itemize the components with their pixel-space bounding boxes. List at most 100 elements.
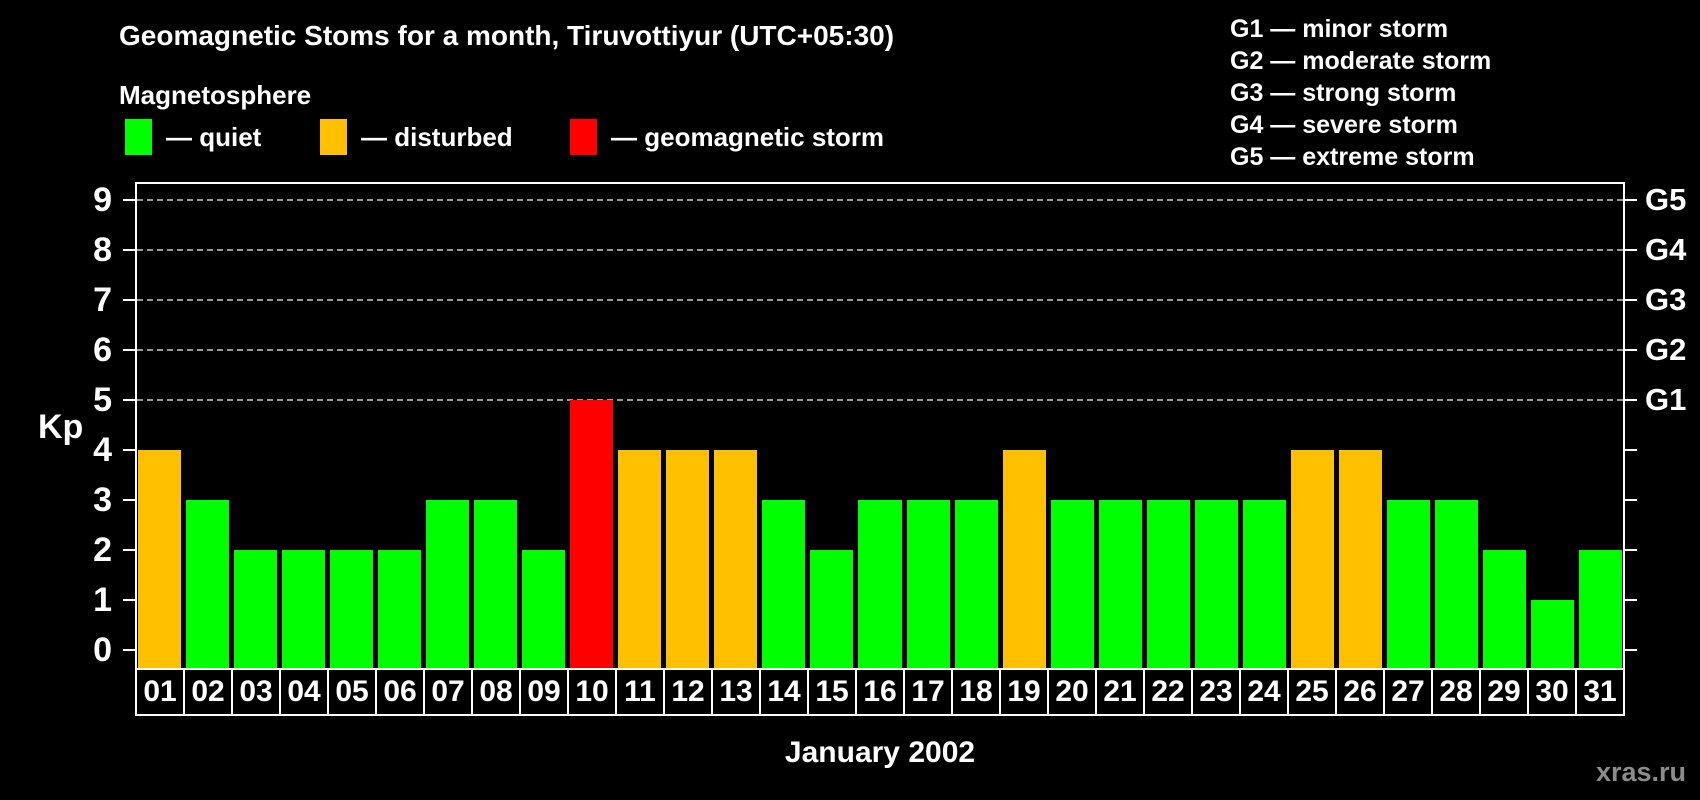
day-label-15: 15 xyxy=(807,668,857,716)
legend-item-disturbed: — disturbed xyxy=(320,118,513,156)
bar-day-27 xyxy=(1387,500,1431,668)
y-tick-left-7 xyxy=(123,299,135,301)
day-label-30: 30 xyxy=(1527,668,1577,716)
y-tick-right-5 xyxy=(1625,399,1637,401)
storm-color-swatch xyxy=(570,119,597,155)
quiet-color-swatch xyxy=(125,119,152,155)
bar-day-11 xyxy=(618,450,662,668)
bar-day-30 xyxy=(1531,600,1575,668)
g-scale-legend-line-g4: G4 — severe storm xyxy=(1230,111,1458,139)
day-label-01: 01 xyxy=(135,668,185,716)
y-tick-label-3: 3 xyxy=(93,481,112,519)
bar-day-03 xyxy=(233,550,277,668)
bar-day-05 xyxy=(329,550,373,668)
day-label-22: 22 xyxy=(1143,668,1193,716)
day-label-20: 20 xyxy=(1047,668,1097,716)
y-tick-right-9 xyxy=(1625,199,1637,201)
g-scale-legend-line-g3: G3 — strong storm xyxy=(1230,79,1457,107)
day-label-16: 16 xyxy=(855,668,905,716)
day-label-12: 12 xyxy=(663,668,713,716)
g-scale-legend-line-g5: G5 — extreme storm xyxy=(1230,143,1475,171)
y-tick-right-4 xyxy=(1625,449,1637,451)
legend-label-quiet: — quiet xyxy=(166,121,262,152)
y-tick-left-9 xyxy=(123,199,135,201)
bar-day-26 xyxy=(1339,450,1383,668)
g-axis-label-g1: G1 xyxy=(1645,382,1687,417)
bar-day-13 xyxy=(714,450,758,668)
y-tick-label-7: 7 xyxy=(93,281,112,319)
bar-day-18 xyxy=(954,500,998,668)
bar-day-22 xyxy=(1146,500,1190,668)
g-scale-legend: G1 — minor storm G2 — moderate storm G3 … xyxy=(1230,13,1491,173)
bar-day-19 xyxy=(1002,450,1046,668)
legend-item-storm: — geomagnetic storm xyxy=(570,118,884,156)
y-tick-left-4 xyxy=(123,449,135,451)
day-label-14: 14 xyxy=(759,668,809,716)
bar-day-31 xyxy=(1579,550,1623,668)
legend-label-disturbed: — disturbed xyxy=(361,121,513,152)
plot-border-top xyxy=(135,182,1625,184)
day-label-29: 29 xyxy=(1479,668,1529,716)
y-tick-right-7 xyxy=(1625,299,1637,301)
day-label-05: 05 xyxy=(327,668,377,716)
bar-day-14 xyxy=(762,500,806,668)
legend-label-storm: — geomagnetic storm xyxy=(611,121,885,152)
y-tick-right-2 xyxy=(1625,549,1637,551)
chart-title: Geomagnetic Stoms for a month, Tiruvotti… xyxy=(119,20,895,51)
x-axis-day-labels: 01 02 03 04 05 06 07 08 09 10 11 12 13 14 15 16 17 18 19 20… xyxy=(135,668,1625,716)
bar-day-25 xyxy=(1291,450,1335,668)
bar-day-16 xyxy=(858,500,902,668)
g-axis-label-g4: G4 xyxy=(1645,232,1687,267)
bar-day-08 xyxy=(473,500,517,668)
bar-day-10 xyxy=(570,400,614,668)
day-label-04: 04 xyxy=(279,668,329,716)
x-axis-title: January 2002 xyxy=(784,736,976,769)
day-label-07: 07 xyxy=(423,668,473,716)
bar-day-20 xyxy=(1050,500,1094,668)
plot-area xyxy=(135,182,1625,668)
day-label-03: 03 xyxy=(231,668,281,716)
day-label-09: 09 xyxy=(519,668,569,716)
day-label-28: 28 xyxy=(1431,668,1481,716)
g-axis-label-g2: G2 xyxy=(1645,332,1687,367)
bar-day-29 xyxy=(1483,550,1527,668)
y-tick-label-5: 5 xyxy=(93,381,112,419)
y-tick-left-3 xyxy=(123,499,135,501)
g-scale-legend-line-g2: G2 — moderate storm xyxy=(1230,47,1492,75)
plot-border-left xyxy=(135,182,137,668)
y-tick-left-2 xyxy=(123,549,135,551)
y-tick-label-6: 6 xyxy=(93,331,112,369)
watermark: xras.ru xyxy=(1595,757,1686,787)
day-label-10: 10 xyxy=(567,668,617,716)
y-tick-left-1 xyxy=(123,599,135,601)
day-label-02: 02 xyxy=(183,668,233,716)
bar-day-09 xyxy=(522,550,566,668)
day-label-27: 27 xyxy=(1383,668,1433,716)
g-scale-legend-line-g1: G1 — minor storm xyxy=(1230,15,1449,43)
gridline-kp9 xyxy=(137,199,1623,201)
bar-day-02 xyxy=(185,500,229,668)
y-tick-right-8 xyxy=(1625,249,1637,251)
gridline-kp6 xyxy=(137,349,1623,351)
y-tick-label-2: 2 xyxy=(93,531,112,569)
day-label-23: 23 xyxy=(1191,668,1241,716)
day-label-19: 19 xyxy=(999,668,1049,716)
y-tick-right-1 xyxy=(1625,599,1637,601)
day-label-25: 25 xyxy=(1287,668,1337,716)
gridline-kp5 xyxy=(137,399,1623,401)
y-tick-left-8 xyxy=(123,249,135,251)
bar-day-01 xyxy=(137,450,181,668)
bar-day-24 xyxy=(1242,500,1287,668)
y-tick-left-0 xyxy=(123,649,135,651)
day-label-13: 13 xyxy=(711,668,761,716)
y-tick-label-9: 9 xyxy=(93,181,112,219)
bar-day-21 xyxy=(1098,500,1142,668)
gridline-kp8 xyxy=(137,249,1623,251)
day-label-11: 11 xyxy=(615,668,665,716)
legend-item-quiet: — quiet xyxy=(125,118,261,156)
day-label-26: 26 xyxy=(1335,668,1385,716)
bar-day-17 xyxy=(906,500,950,668)
disturbed-color-swatch xyxy=(320,119,347,155)
day-label-17: 17 xyxy=(903,668,953,716)
